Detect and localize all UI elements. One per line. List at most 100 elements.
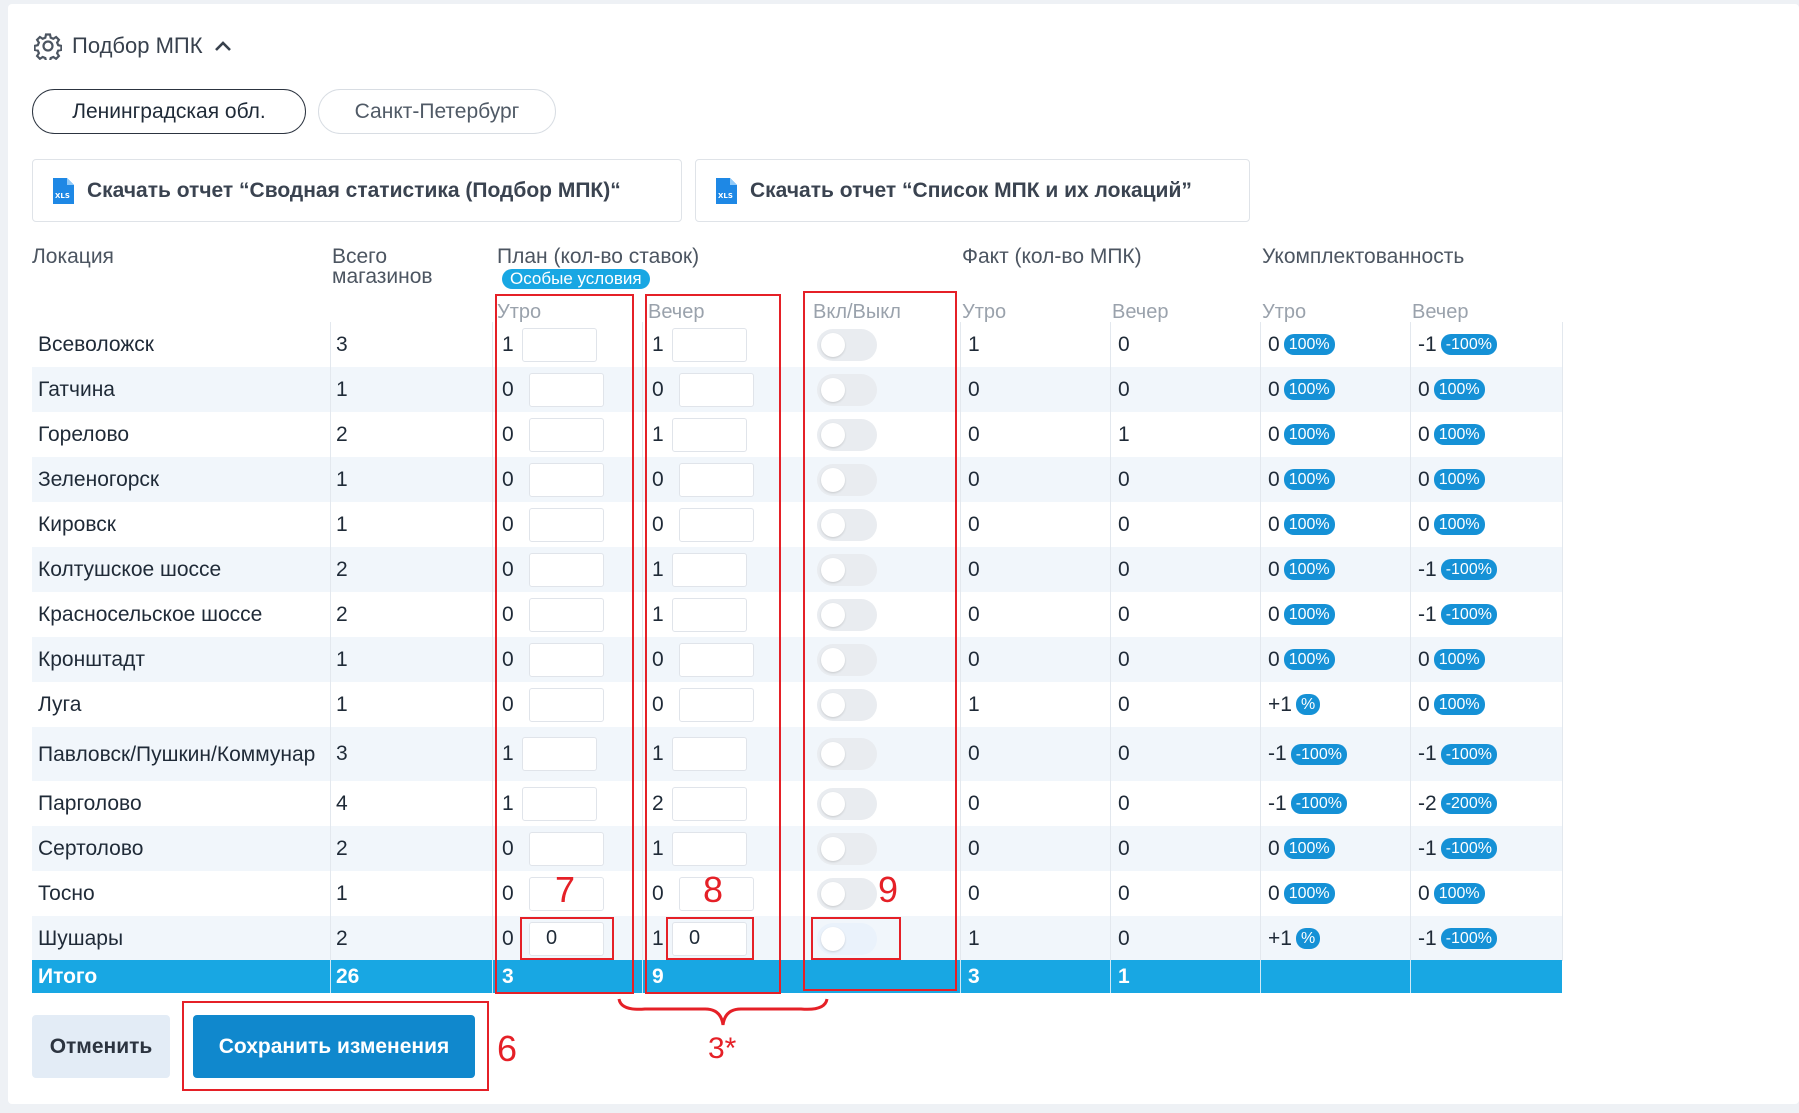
cell-plan-morning: 0: [502, 557, 514, 581]
staffing-morning-value: +1: [1268, 926, 1292, 950]
table-row: Красносельское шоссе 2 0 1 0 0 0 100% -1 -100%: [32, 592, 1563, 637]
special-conditions-toggle[interactable]: [817, 463, 877, 496]
staffing-morning-value: 0: [1268, 377, 1280, 401]
cell-location: Зеленогорск: [38, 468, 160, 491]
plan-evening-input[interactable]: [679, 642, 754, 677]
plan-morning-input[interactable]: [529, 372, 604, 407]
cell-plan-morning: 0: [502, 512, 514, 536]
annotation-box-toggle-item: [811, 917, 901, 960]
staffing-evening-value: -1: [1418, 332, 1437, 356]
cell-plan-evening: 0: [652, 512, 664, 536]
cell-fact-evening: 0: [1118, 742, 1130, 765]
chevron-up-icon[interactable]: [213, 39, 233, 53]
plan-morning-input[interactable]: [522, 327, 597, 362]
subheader-staffing-morning: Утро: [1262, 301, 1307, 323]
plan-evening-input[interactable]: [672, 417, 747, 452]
cell-fact-morning: 0: [968, 791, 980, 815]
plan-evening-input[interactable]: [679, 507, 754, 542]
cell-fact-evening: 0: [1118, 881, 1130, 905]
plan-evening-input[interactable]: [679, 462, 754, 497]
special-conditions-toggle[interactable]: [817, 598, 877, 631]
staffing-evening-value: 0: [1418, 377, 1430, 401]
download-list-report-button[interactable]: XLS Скачать отчет “Список МПК и их локац…: [695, 159, 1250, 222]
special-conditions-toggle[interactable]: [817, 418, 877, 451]
table-row: Сертолово 2 0 1 0 0 0 100% -1 -100%: [32, 826, 1563, 871]
cell-location: Луга: [38, 693, 82, 716]
save-changes-button[interactable]: Сохранить изменения: [193, 1015, 475, 1078]
annotation-box-morning-input: [520, 917, 614, 960]
special-conditions-toggle[interactable]: [817, 553, 877, 586]
cell-total-stores: 1: [336, 647, 348, 671]
staffing-morning-badge: -100%: [1290, 743, 1347, 765]
plan-morning-input[interactable]: [529, 642, 604, 677]
plan-morning-input[interactable]: [522, 786, 597, 821]
cell-staffing-morning: 0 100%: [1268, 637, 1335, 682]
special-conditions-toggle[interactable]: [817, 922, 877, 955]
plan-evening-input[interactable]: [672, 831, 747, 866]
cell-fact-evening: 0: [1118, 557, 1130, 581]
plan-morning-input[interactable]: [522, 737, 597, 771]
subheader-staffing-evening: Вечер: [1412, 301, 1469, 323]
plan-morning-input[interactable]: [529, 462, 604, 497]
special-conditions-toggle[interactable]: [817, 877, 877, 910]
plan-evening-input[interactable]: [672, 737, 747, 771]
special-conditions-toggle[interactable]: [817, 328, 877, 361]
special-conditions-toggle[interactable]: [817, 643, 877, 676]
plan-evening-input[interactable]: [672, 552, 747, 587]
plan-morning-input[interactable]: [529, 507, 604, 542]
cell-fact-evening: 0: [1118, 332, 1130, 356]
staffing-morning-badge: 100%: [1283, 604, 1335, 625]
cell-plan-morning: 0: [502, 692, 514, 716]
cell-staffing-morning: 0 100%: [1268, 547, 1335, 592]
staffing-morning-badge: 100%: [1283, 334, 1335, 355]
annotation-label-3star: 3*: [708, 1032, 737, 1065]
cancel-button[interactable]: Отменить: [32, 1015, 170, 1078]
annotation-label-7: 7: [555, 869, 576, 910]
plan-evening-input[interactable]: [679, 372, 754, 407]
cell-plan-morning: 0: [502, 377, 514, 401]
download-summary-report-button[interactable]: XLS Скачать отчет “Сводная статистика (П…: [32, 159, 682, 222]
cell-fact-morning: 1: [968, 692, 980, 716]
staffing-morning-badge: 100%: [1283, 649, 1335, 670]
special-conditions-toggle[interactable]: [817, 787, 877, 820]
special-conditions-toggle[interactable]: [817, 508, 877, 541]
cell-staffing-evening: 0 100%: [1418, 457, 1485, 502]
cell-location: Кронштадт: [38, 648, 145, 671]
plan-evening-input[interactable]: [679, 876, 754, 911]
special-conditions-toggle[interactable]: [817, 832, 877, 865]
plan-morning-input[interactable]: [529, 417, 604, 452]
special-conditions-toggle[interactable]: [817, 373, 877, 406]
staffing-morning-badge: 100%: [1283, 883, 1335, 904]
plan-evening-input[interactable]: 0: [672, 921, 747, 956]
cell-location: Парголово: [38, 792, 142, 815]
region-spb-button[interactable]: Санкт-Петербург: [318, 89, 556, 134]
plan-morning-input[interactable]: [529, 831, 604, 866]
cell-staffing-evening: -1 -100%: [1418, 322, 1497, 367]
plan-morning-input[interactable]: [529, 552, 604, 587]
plan-morning-input[interactable]: 0: [529, 921, 604, 956]
special-conditions-toggle[interactable]: [817, 738, 877, 770]
cell-total-stores: 1: [336, 377, 348, 401]
special-conditions-badge[interactable]: Особые условия: [502, 269, 650, 289]
section-header[interactable]: Подбор МПК: [34, 32, 233, 60]
plan-evening-input[interactable]: [679, 687, 754, 722]
plan-evening-input[interactable]: [672, 597, 747, 632]
cell-total-stores: 3: [336, 332, 348, 356]
staffing-morning-value: 0: [1268, 512, 1280, 536]
region-leningrad-button[interactable]: Ленинградская обл.: [32, 89, 306, 134]
plan-morning-input[interactable]: [529, 687, 604, 722]
plan-morning-input[interactable]: [529, 597, 604, 632]
staffing-morning-badge: 100%: [1283, 424, 1335, 445]
staffing-morning-value: -1: [1268, 742, 1287, 765]
cell-staffing-morning: -1 -100%: [1268, 781, 1347, 826]
totals-plan-evening: 9: [652, 964, 664, 988]
cell-fact-evening: 0: [1118, 926, 1130, 950]
staffing-evening-value: -1: [1418, 926, 1437, 950]
totals-plan-morning: 3: [502, 964, 514, 988]
plan-evening-input[interactable]: [672, 327, 747, 362]
staffing-evening-value: 0: [1418, 422, 1430, 446]
special-conditions-toggle[interactable]: [817, 688, 877, 721]
cell-plan-evening: 1: [652, 332, 664, 356]
plan-evening-input[interactable]: [672, 786, 747, 821]
plan-morning-input[interactable]: [529, 876, 604, 911]
